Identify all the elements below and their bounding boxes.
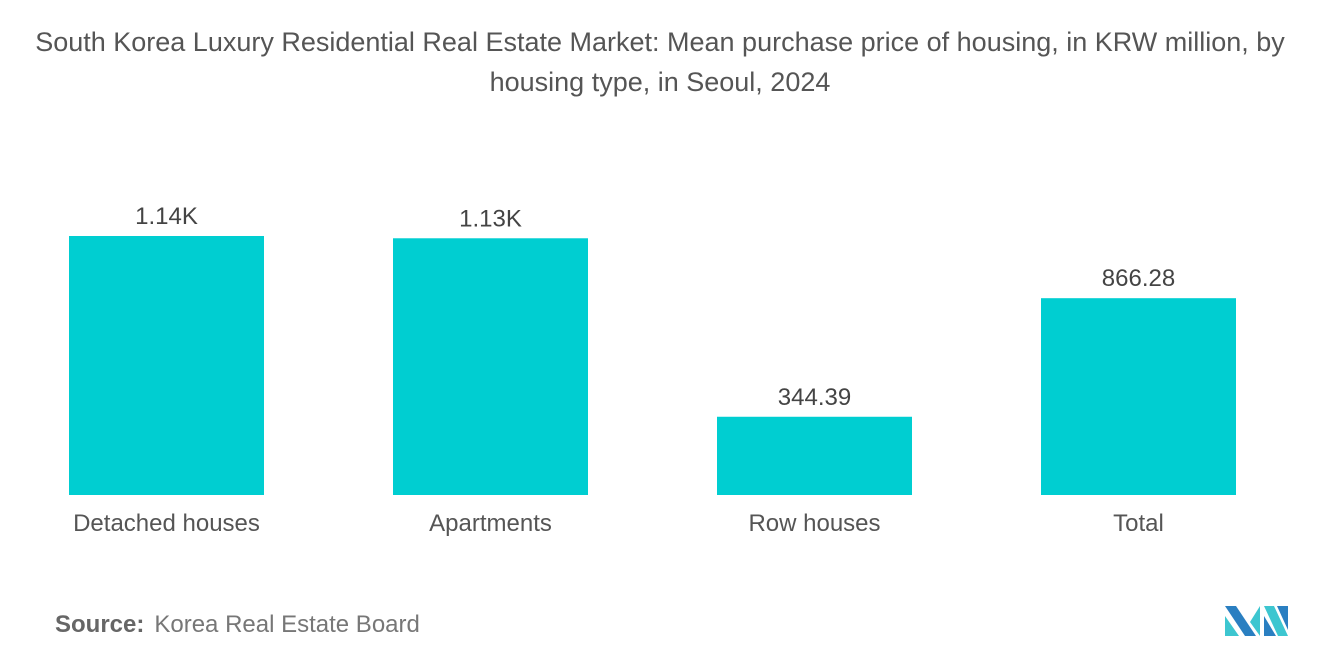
category-label: Detached houses xyxy=(73,510,260,537)
data-label: 1.14K xyxy=(135,203,198,230)
source-label: Source: xyxy=(55,611,145,638)
source-line: Source: Korea Real Estate Board xyxy=(55,611,420,639)
data-label: 344.39 xyxy=(778,384,851,411)
data-label: 866.28 xyxy=(1102,265,1175,292)
bar-chart: 1.14K Detached houses 1.13K Apartments 344.3… xyxy=(69,203,1236,537)
logo-icon xyxy=(1225,606,1288,636)
category-label: Total xyxy=(1113,510,1164,537)
category-label: Apartments xyxy=(429,510,552,537)
bar-2 xyxy=(717,416,912,495)
source-text: Korea Real Estate Board xyxy=(154,611,420,638)
chart-title: South Korea Luxury Residential Real Esta… xyxy=(35,27,1285,97)
bar-0 xyxy=(69,236,264,495)
data-label: 1.13K xyxy=(459,205,522,232)
bar-1 xyxy=(393,238,588,496)
category-label: Row houses xyxy=(748,510,880,537)
bar-3 xyxy=(1041,298,1236,495)
